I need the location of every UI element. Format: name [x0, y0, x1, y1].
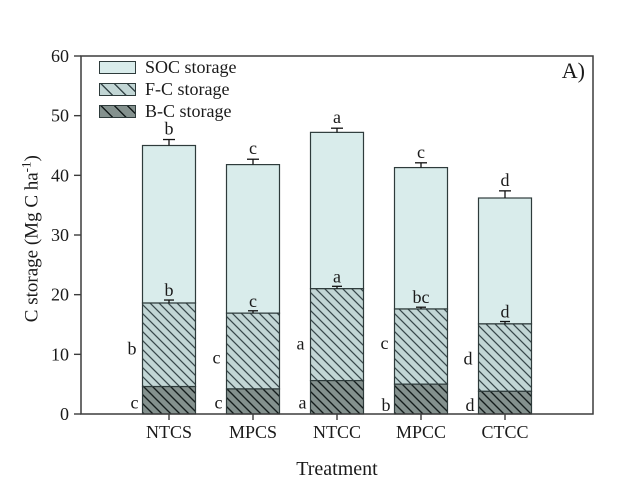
bar-segment-fc-NTCC: [309, 288, 365, 382]
bar-segment-fc-NTCS: [141, 302, 197, 388]
sig-letter-fc-NTCC: a: [333, 266, 341, 286]
sig-letter-fc-MPCS: c: [249, 291, 257, 311]
x-axis-title: Treatment: [296, 458, 378, 480]
y-axis-title-close: ): [21, 155, 43, 162]
panel-letter: A): [561, 58, 585, 83]
y-axis-title: C storage (Mg C ha-1): [18, 119, 43, 359]
sig-letter-left-NTCS: b: [128, 338, 137, 358]
sig-letter-left-MPCC: c: [381, 333, 389, 353]
plot-frame: [80, 55, 594, 415]
sig-letter-fc-CTCC: d: [501, 302, 510, 322]
error-bar-total-NTCS: [163, 138, 175, 146]
legend-swatch-bc-hatch-icon: [99, 105, 136, 118]
bar-segment-soc-CTCC: [477, 197, 533, 325]
error-bar-fc-NTCS: [164, 299, 174, 304]
bar-segment-bc-MPCS: [225, 388, 281, 415]
y-axis-title-text: C storage (Mg C ha: [21, 172, 43, 323]
error-bar-fc-NTCC: [332, 285, 342, 289]
sig-letter-total-MPCC: c: [417, 142, 425, 162]
legend-label-bc: B-C storage: [145, 101, 232, 121]
bar-segment-fc-MPCC: [393, 308, 449, 385]
bar-segment-bc-NTCS: [141, 385, 197, 415]
y-tick-label-40: 40: [51, 165, 69, 185]
x-tick-label-CTCC: CTCC: [481, 422, 528, 442]
sig-letter-total-NTCS: b: [165, 119, 174, 139]
legend-item-soc: SOC storage: [99, 57, 237, 77]
sig-letter-left-NTCC: a: [297, 334, 305, 354]
y-tick-label-0: 0: [60, 404, 69, 424]
sig-letter-left-CTCC: d: [464, 349, 473, 369]
sig-letter-bottom-CTCC: d: [466, 395, 475, 415]
legend-swatch-soc-icon: [99, 61, 136, 74]
error-bar-total-MPCC: [415, 162, 427, 168]
error-bar-fc-MPCS: [248, 310, 258, 314]
y-tick-label-60: 60: [51, 46, 69, 66]
sig-letter-bottom-MPCC: b: [382, 395, 391, 415]
sig-letter-fc-MPCC: bc: [413, 287, 430, 307]
x-tick-label-MPCS: MPCS: [229, 422, 277, 442]
sig-letter-left-MPCS: c: [213, 347, 221, 367]
legend-swatch-fc-hatch-icon: [99, 83, 136, 96]
sig-letter-bottom-MPCS: c: [215, 393, 223, 413]
y-tick-label-30: 30: [51, 225, 69, 245]
sig-letter-total-MPCS: c: [249, 138, 257, 158]
bar-segment-fc-MPCS: [225, 312, 281, 390]
y-axis-title-superscript: -1: [18, 161, 34, 173]
x-tick-label-NTCS: NTCS: [146, 422, 192, 442]
bar-segment-soc-NTCS: [141, 144, 197, 304]
sig-letter-fc-NTCS: b: [165, 280, 174, 300]
sig-letter-bottom-NTCC: a: [299, 393, 307, 413]
sig-letter-bottom-NTCS: c: [131, 393, 139, 413]
legend-label-soc: SOC storage: [145, 57, 237, 77]
error-bar-fc-MPCC: [416, 306, 426, 309]
x-tick-label-NTCC: NTCC: [313, 422, 361, 442]
bar-segment-soc-MPCC: [393, 166, 449, 310]
error-bar-total-NTCC: [331, 127, 343, 133]
y-tick-label-20: 20: [51, 285, 69, 305]
y-tick-label-10: 10: [51, 344, 69, 364]
legend-item-bc: B-C storage: [99, 101, 237, 121]
legend-label-fc: F-C storage: [145, 79, 230, 99]
x-tick-label-MPCC: MPCC: [396, 422, 446, 442]
legend-item-fc: F-C storage: [99, 79, 237, 99]
error-bar-total-MPCS: [247, 158, 259, 165]
bar-segment-fc-CTCC: [477, 323, 533, 392]
sig-letter-total-CTCC: d: [501, 170, 510, 190]
bar-segment-bc-NTCC: [309, 379, 365, 415]
sig-letter-total-NTCC: a: [333, 107, 341, 127]
bar-segment-soc-NTCC: [309, 131, 365, 290]
legend: SOC storage F-C storage B-C storage: [99, 57, 237, 121]
bar-segment-bc-MPCC: [393, 383, 449, 415]
y-tick-label-50: 50: [51, 106, 69, 126]
error-bar-fc-CTCC: [500, 320, 510, 324]
error-bar-total-CTCC: [499, 190, 511, 199]
bar-segment-bc-CTCC: [477, 390, 533, 415]
